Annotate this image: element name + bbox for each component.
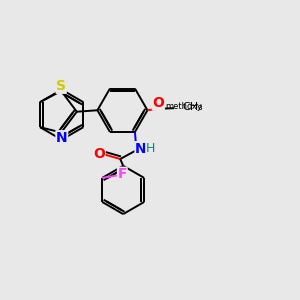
Text: methoxy: methoxy [165,102,202,111]
Text: H: H [146,142,155,155]
Text: F: F [118,167,127,181]
Text: N: N [56,131,68,145]
Text: O: O [152,96,164,110]
Text: S: S [56,79,66,93]
Text: CH₃: CH₃ [182,102,203,112]
Text: N: N [135,142,147,156]
Text: O: O [93,147,105,161]
